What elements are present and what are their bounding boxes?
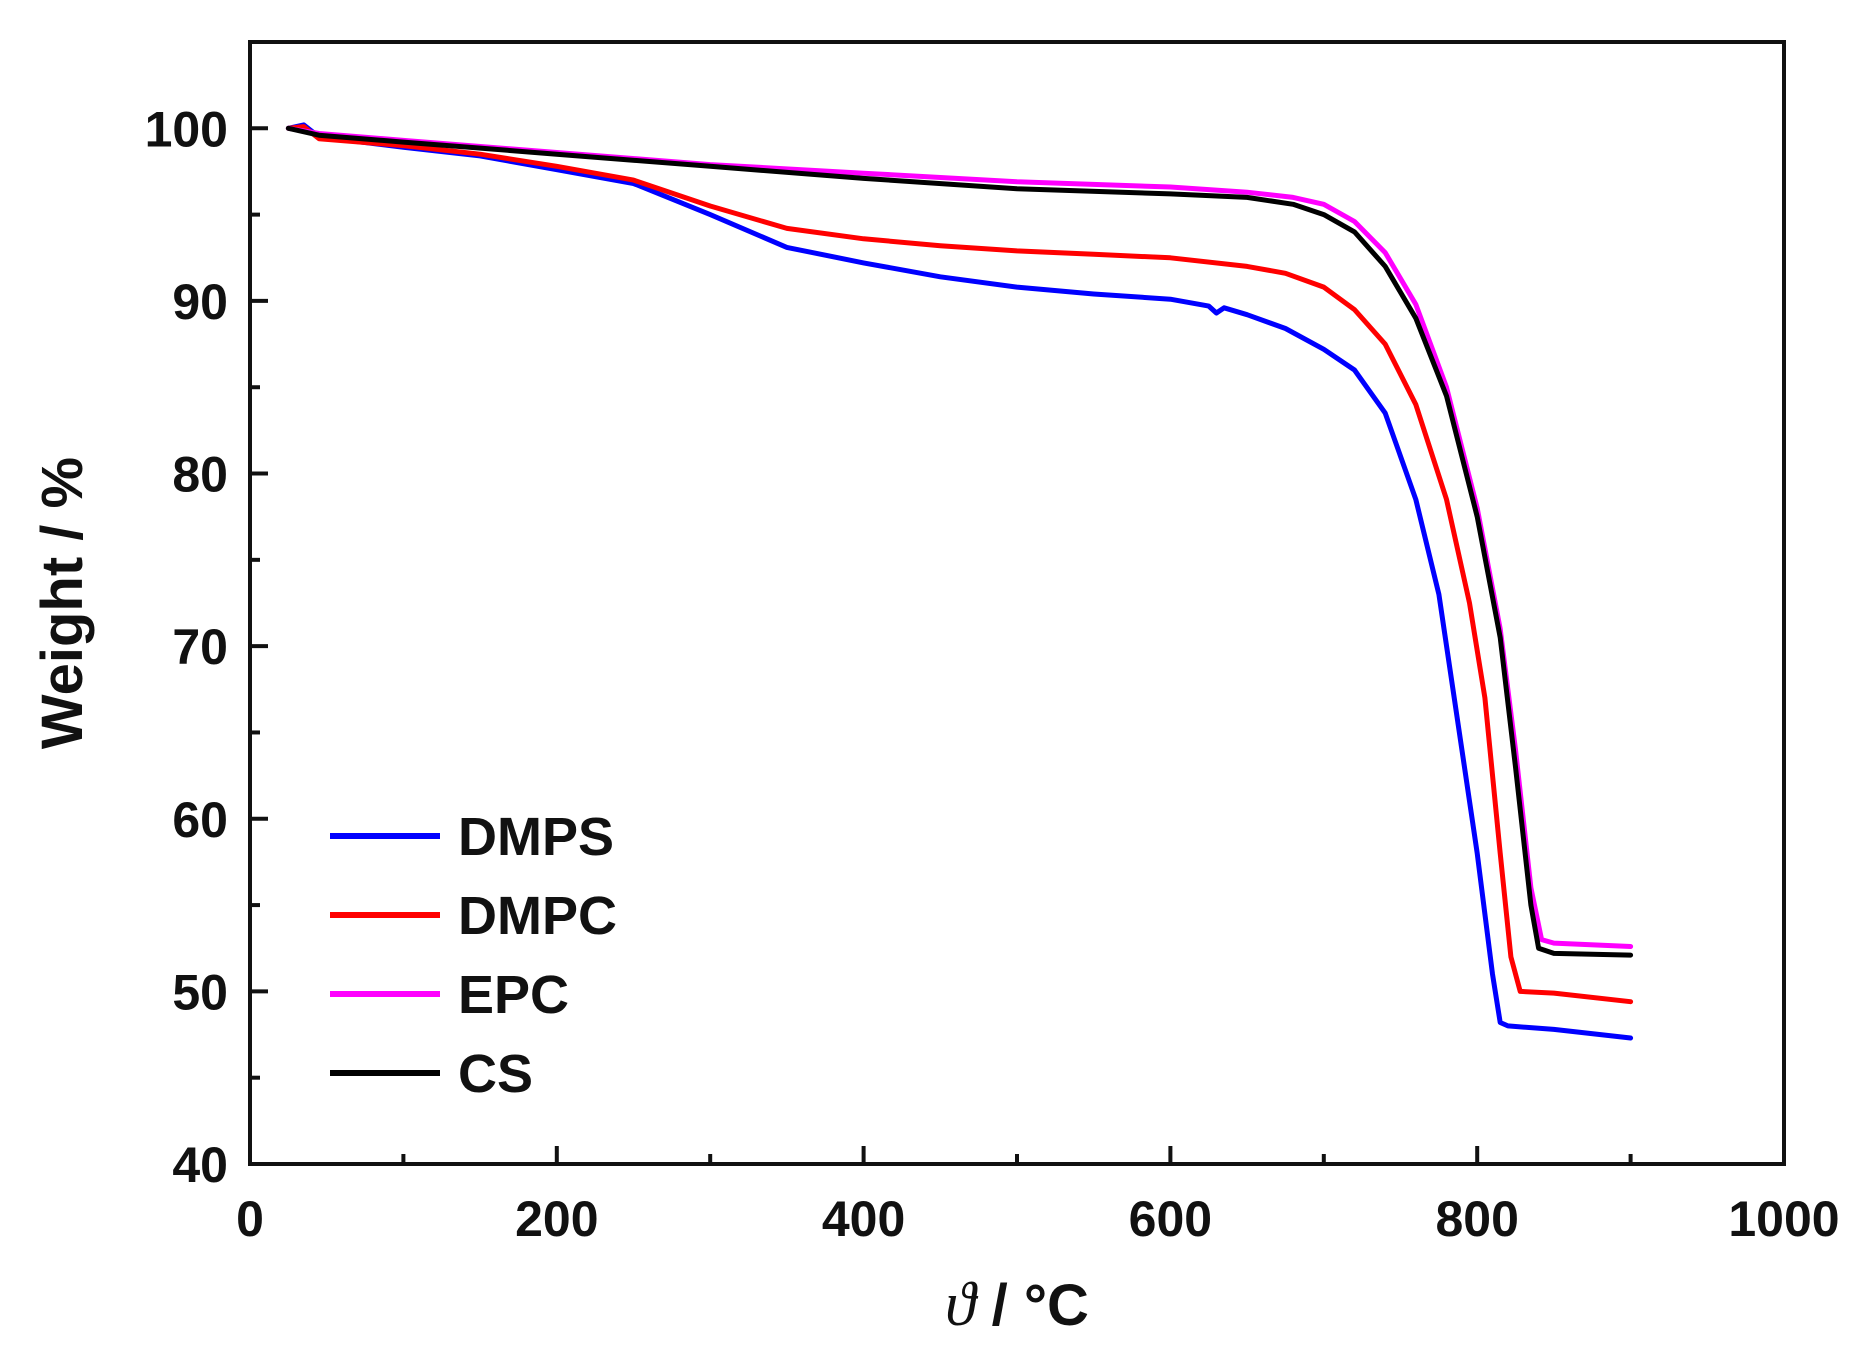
x-tick-label: 0 (236, 1191, 264, 1247)
x-axis-unit: / °C (976, 1273, 1089, 1338)
y-tick-label: 50 (172, 964, 228, 1020)
x-tick-label: 400 (822, 1191, 905, 1247)
series-line-cs (285, 125, 1634, 958)
x-axis-title: ϑ / °C (945, 1271, 1089, 1339)
y-tick-label: 60 (172, 792, 228, 848)
y-tick-label: 100 (145, 101, 228, 157)
x-axis-symbol: ϑ (945, 1271, 979, 1339)
y-tick-label: 70 (172, 619, 228, 675)
y-tick-label: 80 (172, 447, 228, 503)
x-tick-label: 200 (515, 1191, 598, 1247)
legend: DMPS DMPC EPC CS (330, 807, 617, 1104)
legend-label-dmps: DMPS (458, 807, 614, 867)
y-axis-title: Weight / % (30, 457, 95, 749)
ticks-layer: 0 200 400 600 800 1000 40 50 60 70 80 90 100 (145, 101, 1840, 1247)
legend-label-cs: CS (458, 1044, 533, 1104)
legend-label-epc: EPC (458, 965, 569, 1025)
series-line-dmps (285, 122, 1634, 1041)
x-tick-label: 1000 (1728, 1191, 1839, 1247)
legend-label-dmpc: DMPC (458, 886, 617, 946)
series-line-dmpc (285, 124, 1634, 1005)
y-tick-label: 90 (172, 274, 228, 330)
series-lines (285, 122, 1634, 1041)
x-tick-label: 800 (1435, 1191, 1518, 1247)
y-tick-label: 40 (172, 1137, 228, 1193)
x-tick-label: 600 (1129, 1191, 1212, 1247)
